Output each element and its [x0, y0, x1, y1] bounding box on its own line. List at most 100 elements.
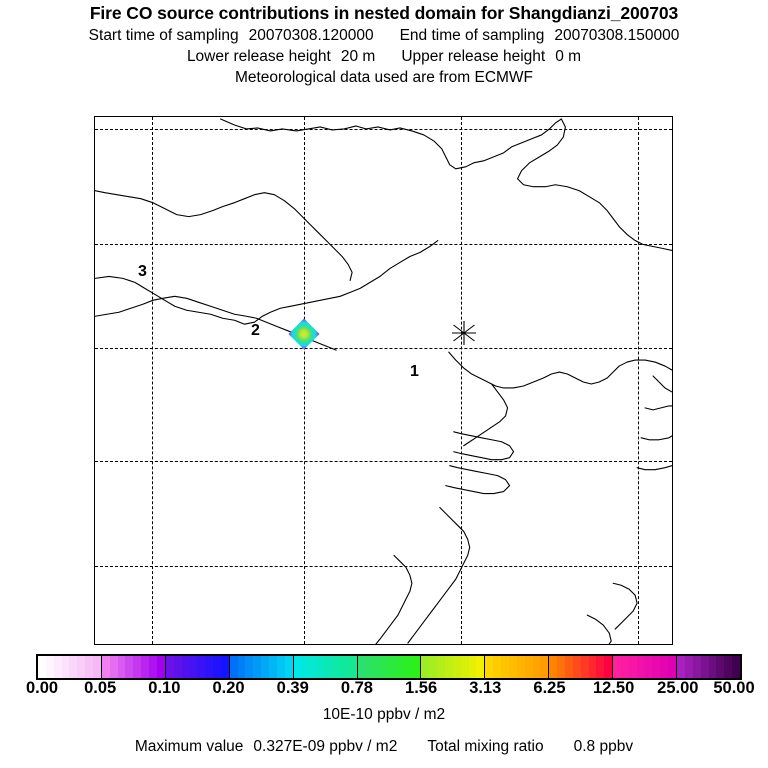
colorbar-segment [421, 656, 486, 678]
maximum-value-label: Maximum value [134, 738, 244, 755]
colorbar-step [404, 656, 413, 678]
colorbar-step [692, 656, 701, 678]
gridline-vertical [304, 117, 305, 644]
colorbar-step [412, 656, 421, 678]
colorbar [36, 654, 742, 680]
colorbar-tick-label: 0.20 [212, 679, 245, 697]
colorbar-step [117, 656, 126, 678]
colorbar-tick-label: 0.05 [84, 679, 117, 697]
colorbar-step [684, 656, 693, 678]
colorbar-step [38, 656, 46, 678]
colorbar-step [668, 656, 677, 678]
colorbar-step [468, 656, 477, 678]
gridline-horizontal [95, 244, 672, 245]
colorbar-step [549, 656, 558, 678]
end-time-value: 20070308.150000 [554, 27, 680, 44]
upper-release-height-value: 0 m [555, 48, 582, 65]
colorbar-step [388, 656, 397, 678]
colorbar-step [301, 656, 310, 678]
colorbar-step [396, 656, 405, 678]
colorbar-step [212, 656, 221, 678]
colorbar-segment [357, 656, 422, 678]
colorbar-step [284, 656, 293, 678]
colorbar-step [476, 656, 485, 678]
gridline-vertical [461, 117, 462, 644]
receptor-station-marker [452, 321, 476, 345]
colorbar-step [445, 656, 453, 678]
upper-release-height-label: Upper release height [401, 48, 546, 65]
colorbar-step [125, 656, 134, 678]
colorbar-step [332, 656, 341, 678]
sampling-time-line: Start time of sampling 20070308.120000 End… [0, 27, 768, 45]
colorbar-step [677, 656, 685, 678]
colorbar-segment [549, 656, 614, 678]
colorbar-step [261, 656, 270, 678]
colorbar-step [501, 656, 509, 678]
colorbar-step [516, 656, 525, 678]
colorbar-step [61, 656, 70, 678]
colorbar-step [109, 656, 118, 678]
colorbar-step [45, 656, 54, 678]
colorbar-step [365, 656, 374, 678]
colorbar-tick-label: 0.10 [148, 679, 181, 697]
colorbar-step [69, 656, 78, 678]
colorbar-tick-label: 6.25 [533, 679, 566, 697]
colorbar-step [340, 656, 349, 678]
colorbar-segment [38, 656, 102, 678]
map-label-1: 1 [410, 363, 419, 380]
colorbar-step [613, 656, 622, 678]
colorbar-step [508, 656, 517, 678]
colorbar-step [165, 656, 174, 678]
colorbar-step [85, 656, 94, 678]
colorbar-step [532, 656, 541, 678]
colorbar-step [173, 656, 182, 678]
colorbar-step [245, 656, 254, 678]
colorbar-step [317, 656, 326, 678]
gridline-horizontal [95, 129, 672, 130]
colorbar-step [724, 656, 733, 678]
colorbar-step [149, 656, 157, 678]
colorbar-step [309, 656, 318, 678]
colorbar-step [93, 656, 101, 678]
release-height-line: Lower release height 20 m Upper release he… [0, 48, 768, 66]
colorbar-step [237, 656, 246, 678]
colorbar-step [621, 656, 629, 678]
colorbar-step [325, 656, 333, 678]
colorbar-step [53, 656, 62, 678]
lower-release-height-label: Lower release height [186, 48, 331, 65]
colorbar-segment [293, 656, 358, 678]
colorbar-step [429, 656, 438, 678]
colorbar-step [460, 656, 469, 678]
map-label-2: 2 [251, 322, 260, 339]
gridline-horizontal [95, 566, 672, 567]
colorbar-tick-labels: 0.00 0.05 0.10 0.20 0.39 0.78 1.56 3.13 6.25 12.5… [0, 680, 768, 702]
colorbar-segment [613, 656, 678, 678]
colorbar-step [141, 656, 150, 678]
colorbar-step [181, 656, 190, 678]
total-mixing-ratio-value: 0.8 ppbv [573, 738, 634, 755]
colorbar-step [276, 656, 285, 678]
colorbar-step [381, 656, 389, 678]
colorbar-step [293, 656, 302, 678]
colorbar-tick-label: 0.39 [276, 679, 309, 697]
colorbar-step [572, 656, 581, 678]
colorbar-step [253, 656, 262, 678]
colorbar-step [732, 656, 740, 678]
colorbar-segment [677, 656, 740, 678]
colorbar-tick-label: 3.13 [469, 679, 502, 697]
colorbar-unit-label: 10E-10 ppbv / m2 [322, 706, 446, 723]
colorbar-segment [165, 656, 230, 678]
colorbar-step [557, 656, 565, 678]
colorbar-step [452, 656, 461, 678]
gridline-vertical [638, 117, 639, 644]
colorbar-step [628, 656, 637, 678]
colorbar-tick-label: 1.56 [405, 679, 438, 697]
colorbar-step [269, 656, 277, 678]
colorbar-step [524, 656, 533, 678]
page-title: Fire CO source contributions in nested d… [89, 3, 679, 23]
colorbar-step [220, 656, 229, 678]
colorbar-step [229, 656, 238, 678]
colorbar-step [588, 656, 597, 678]
colorbar-step [421, 656, 430, 678]
colorbar-segment [101, 656, 166, 678]
